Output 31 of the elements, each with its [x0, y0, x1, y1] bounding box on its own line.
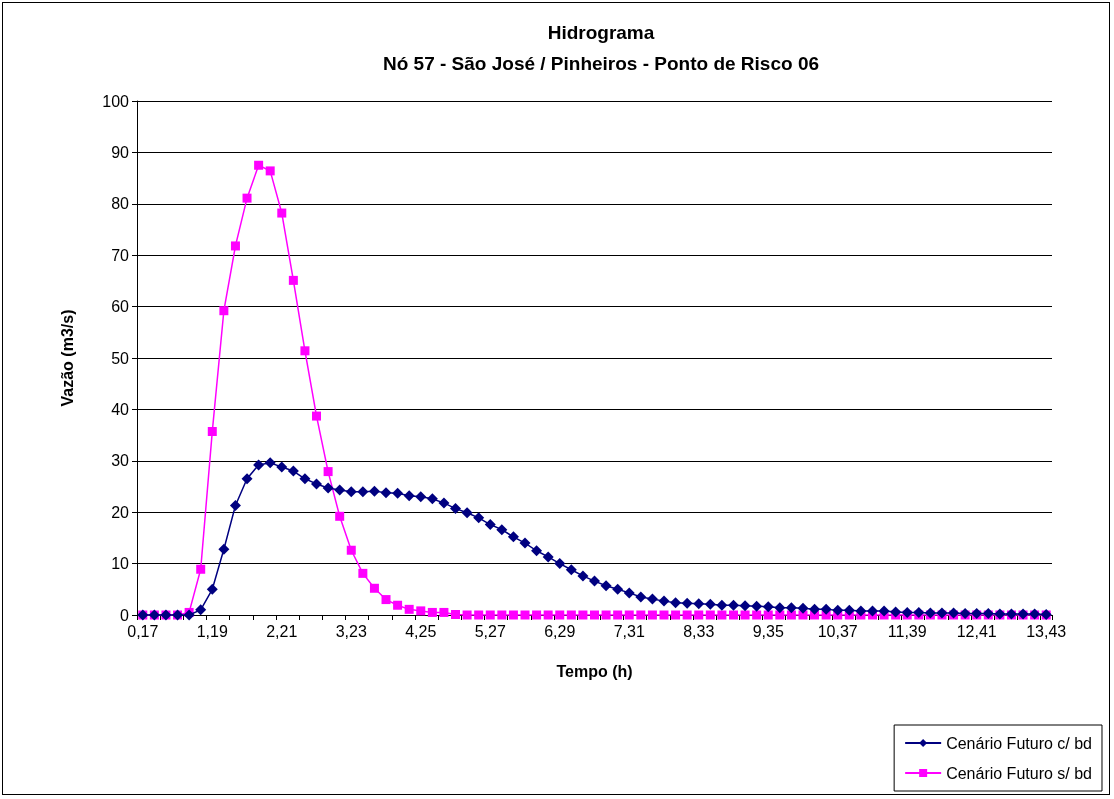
x-tick-label: 4,25	[405, 622, 437, 640]
y-tick-label: 40	[111, 400, 130, 418]
x-tick-label: 11,39	[887, 622, 927, 640]
y-axis-title: Vazão (m3/s)	[58, 309, 76, 407]
y-tick-label: 20	[111, 503, 130, 521]
y-tick-label: 0	[120, 606, 130, 624]
legend-label: Cenário Futuro c/ bd	[946, 734, 1093, 752]
x-tick-label: 8,33	[683, 622, 715, 640]
x-tick-label: 7,31	[613, 622, 645, 640]
chart-subtitle: Nó 57 - São José / Pinheiros - Ponto de Risco 06	[382, 53, 820, 74]
x-tick-label: 0,17	[127, 622, 159, 640]
x-tick-label: 9,35	[752, 622, 784, 640]
chart-title: Hidrograma	[547, 22, 655, 43]
x-tick-label: 10,37	[817, 622, 858, 640]
x-tick-label: 5,27	[474, 622, 506, 640]
y-tick-label: 60	[111, 298, 130, 316]
y-tick-label: 100	[102, 92, 130, 110]
y-tick-label: 90	[111, 143, 130, 161]
x-tick-label: 3,23	[335, 622, 367, 640]
x-tick-label: 1,19	[196, 622, 228, 640]
y-tick-label: 70	[111, 246, 130, 264]
y-tick-label: 10	[111, 555, 130, 573]
x-axis-title: Tempo (h)	[556, 662, 633, 680]
x-tick-label: 12,41	[956, 622, 997, 640]
x-tick-label: 13,43	[1026, 622, 1067, 640]
y-tick-label: 50	[111, 349, 130, 367]
x-tick-label: 2,21	[266, 622, 298, 640]
y-tick-label: 80	[111, 195, 130, 213]
x-tick-label: 6,29	[544, 622, 576, 640]
y-tick-label: 30	[111, 452, 130, 470]
legend-label: Cenário Futuro s/ bd	[946, 764, 1093, 782]
